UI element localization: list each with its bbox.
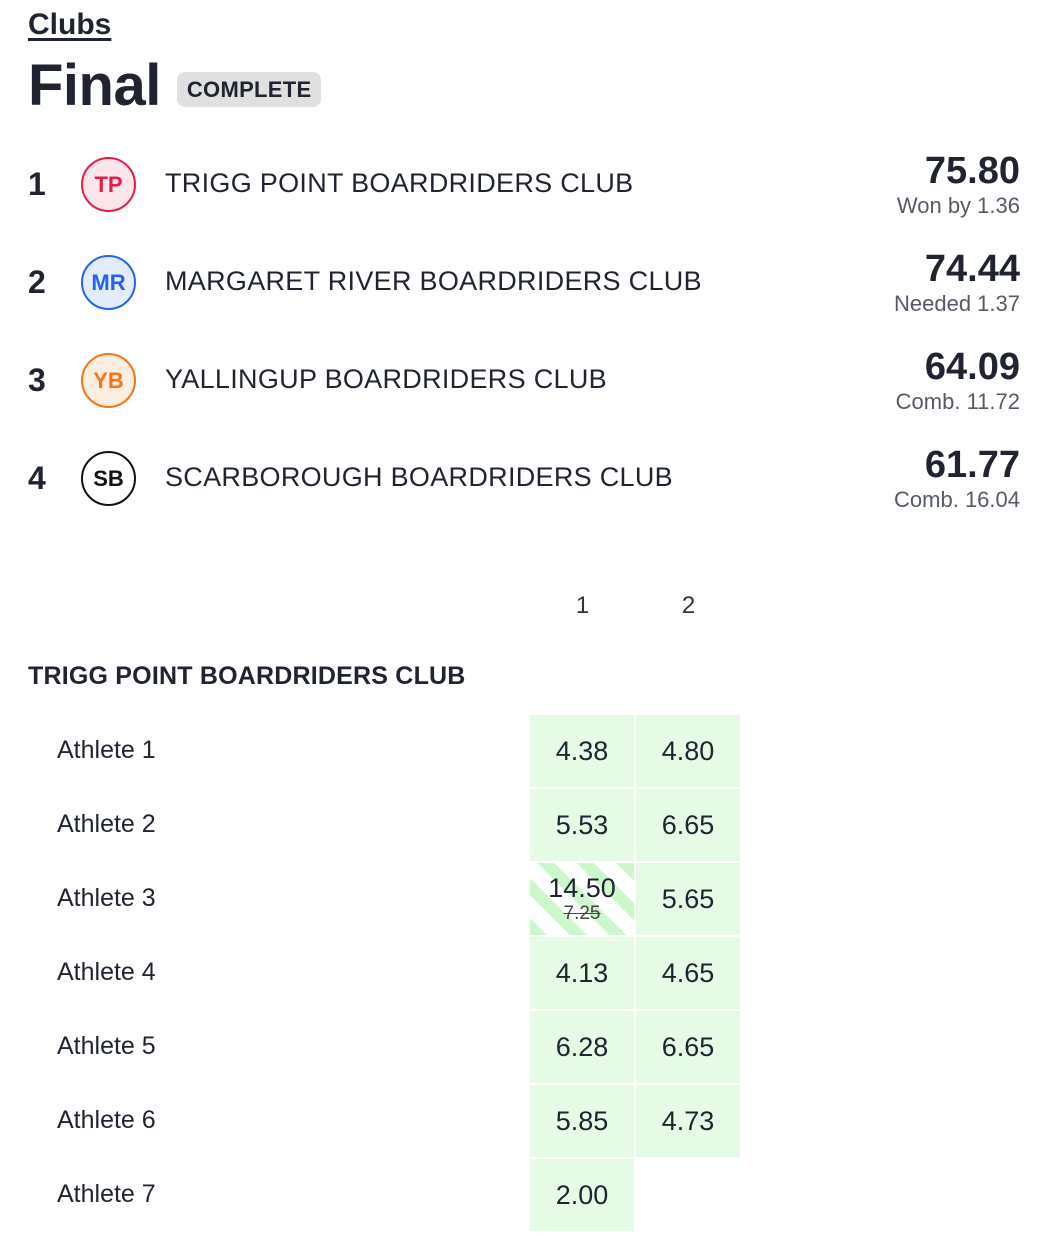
wave-header-2: 2 — [681, 592, 696, 619]
status-badge: COMPLETE — [176, 72, 322, 107]
team-heading: TRIGG POINT BOARDRIDERS CLUB — [28, 662, 466, 690]
club-name: MARGARET RIVER BOARDRIDERS CLUB — [165, 266, 702, 296]
athlete-row: Athlete 5 6.28 6.65 — [0, 1011, 1044, 1085]
score-note: Comb. 16.04 — [894, 487, 1020, 512]
club-score: 75.80 — [924, 150, 1020, 192]
club-avatar: TP — [81, 157, 136, 212]
club-name: SCARBOROUGH BOARDRIDERS CLUB — [165, 462, 673, 492]
wave-score-cell[interactable]: 2.00 — [530, 1159, 634, 1231]
page-title: Final — [28, 53, 161, 118]
score-note: Needed 1.37 — [894, 291, 1020, 316]
wave-score-cell[interactable]: 4.73 — [636, 1085, 740, 1157]
breadcrumb-clubs-link[interactable]: Clubs — [28, 8, 112, 41]
athlete-table: Athlete 1 4.38 4.80 Athlete 2 5.53 6.65 … — [0, 715, 1044, 1233]
athlete-name: Athlete 6 — [57, 1106, 156, 1134]
athlete-row: Athlete 6 5.85 4.73 — [0, 1085, 1044, 1159]
club-name: YALLINGUP BOARDRIDERS CLUB — [165, 364, 607, 394]
athlete-name: Athlete 2 — [57, 810, 156, 838]
club-score: 61.77 — [924, 444, 1020, 486]
athlete-row: Athlete 3 14.50 7.25 5.65 — [0, 863, 1044, 937]
club-score: 64.09 — [924, 346, 1020, 388]
wave-score-cell[interactable]: 5.53 — [530, 789, 634, 861]
wave-score-cell[interactable]: 5.65 — [636, 863, 740, 935]
standing-row[interactable]: 4 SB SCARBOROUGH BOARDRIDERS CLUB 61.77 … — [0, 436, 1044, 534]
wave-header-1: 1 — [575, 592, 590, 619]
wave-score-cell[interactable]: 4.38 — [530, 715, 634, 787]
club-avatar: YB — [81, 353, 136, 408]
wave-score-cell-doubled[interactable]: 14.50 7.25 — [530, 863, 634, 935]
wave-score-cell[interactable]: 4.80 — [636, 715, 740, 787]
rank: 3 — [28, 362, 46, 398]
standing-row[interactable]: 1 TP TRIGG POINT BOARDRIDERS CLUB 75.80 … — [0, 142, 1044, 240]
athlete-row: Athlete 4 4.13 4.65 — [0, 937, 1044, 1011]
standing-row[interactable]: 3 YB YALLINGUP BOARDRIDERS CLUB 64.09 Co… — [0, 338, 1044, 436]
wave-score-cell[interactable]: 6.28 — [530, 1011, 634, 1083]
athlete-name: Athlete 1 — [57, 736, 156, 764]
wave-score-cell[interactable]: 6.65 — [636, 1011, 740, 1083]
rank: 1 — [28, 166, 46, 202]
athlete-row: Athlete 7 2.00 — [0, 1159, 1044, 1233]
athlete-name: Athlete 7 — [57, 1180, 156, 1208]
athlete-row: Athlete 1 4.38 4.80 — [0, 715, 1044, 789]
wave-score: 14.50 — [548, 873, 616, 903]
wave-score-cell[interactable]: 5.85 — [530, 1085, 634, 1157]
rank: 2 — [28, 264, 46, 300]
club-name: TRIGG POINT BOARDRIDERS CLUB — [165, 168, 634, 198]
rank: 4 — [28, 460, 46, 496]
score-note: Comb. 11.72 — [895, 389, 1020, 414]
wave-score-cell[interactable]: 6.65 — [636, 789, 740, 861]
original-wave-score: 7.25 — [563, 903, 601, 924]
club-avatar: SB — [81, 451, 136, 506]
club-avatar: MR — [81, 255, 136, 310]
wave-score-cell[interactable]: 4.65 — [636, 937, 740, 1009]
athlete-row: Athlete 2 5.53 6.65 — [0, 789, 1044, 863]
athlete-name: Athlete 4 — [57, 958, 156, 986]
athlete-name: Athlete 3 — [57, 884, 156, 912]
wave-score-cell[interactable]: 4.13 — [530, 937, 634, 1009]
standings-list: 1 TP TRIGG POINT BOARDRIDERS CLUB 75.80 … — [0, 142, 1044, 534]
score-note: Won by 1.36 — [896, 193, 1020, 218]
club-score: 74.44 — [924, 248, 1020, 290]
title-row: Final COMPLETE — [28, 52, 322, 119]
athlete-name: Athlete 5 — [57, 1032, 156, 1060]
standing-row[interactable]: 2 MR MARGARET RIVER BOARDRIDERS CLUB 74.… — [0, 240, 1044, 338]
